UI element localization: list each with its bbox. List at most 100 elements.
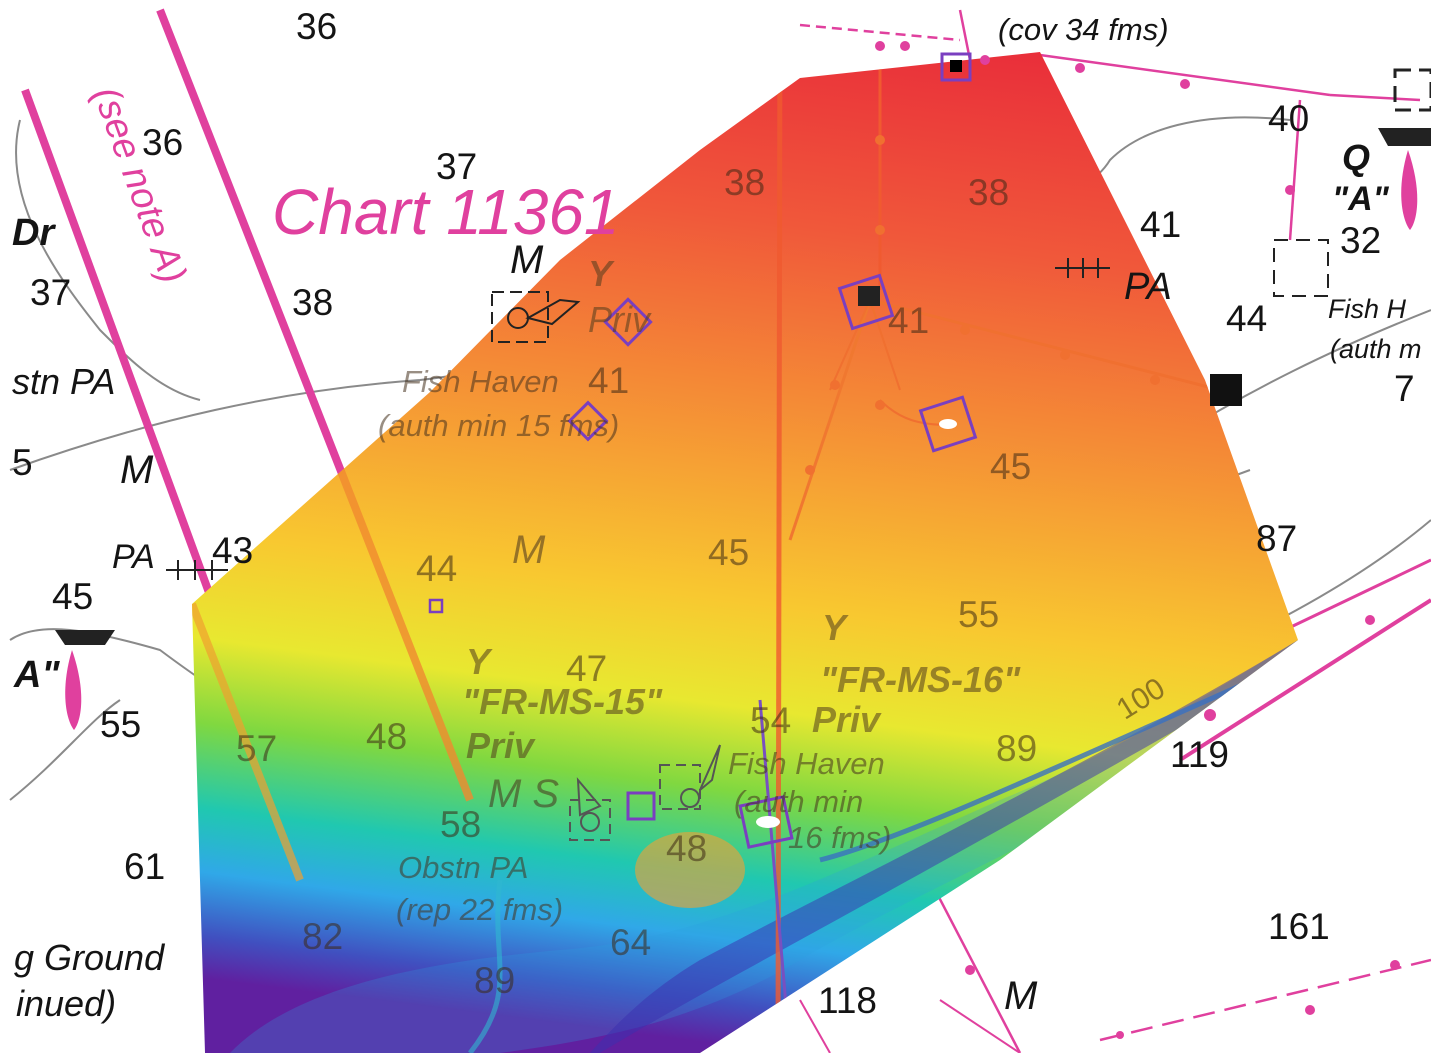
- wreck-symbol: [939, 419, 957, 429]
- cable-symbol: [166, 258, 1110, 580]
- fish-haven-symbol: [491, 291, 549, 343]
- fish-haven-symbol: [659, 764, 701, 810]
- sounding: 45: [52, 576, 94, 617]
- sounding: 37: [436, 146, 478, 187]
- bottom-mud-sand-label: M S: [488, 772, 560, 816]
- buoy-color-label: Y: [822, 607, 847, 648]
- sounding: 36: [142, 122, 184, 163]
- fishing-ground-continued: inued): [16, 983, 117, 1024]
- chart-title: Chart 11361: [272, 176, 620, 248]
- target-box: [603, 297, 653, 347]
- pa-label: PA: [1124, 266, 1172, 308]
- depth-contour: [9, 699, 121, 801]
- pipeline: [958, 9, 972, 61]
- sounding: 118: [818, 980, 877, 1021]
- pipeline: [1039, 53, 1331, 97]
- fish-haven-symbol: [1273, 239, 1329, 297]
- fish-haven-auth: 16 fms): [788, 820, 892, 855]
- sounding: 57: [236, 728, 278, 769]
- depth-contour: [15, 119, 201, 401]
- sounding: 47: [566, 648, 608, 689]
- fish-haven-symbol: [1393, 68, 1431, 112]
- bottom-mud-label: M: [1004, 974, 1038, 1018]
- buoy-priv-label: Priv: [588, 299, 650, 340]
- fish-haven-label: Fish Haven: [728, 746, 885, 781]
- bottom-mud-label: M: [512, 528, 546, 572]
- buoy-symbol: [1378, 128, 1431, 146]
- buoy-color-label: Y: [466, 641, 491, 682]
- pipeline: [1288, 99, 1302, 241]
- wreck-symbol: [1210, 374, 1242, 406]
- lane-boundary: [1178, 598, 1431, 762]
- sounding: 44: [1226, 298, 1268, 339]
- sounding: 48: [366, 716, 408, 757]
- fish-haven-symbol: [576, 777, 602, 817]
- pipeline: [799, 23, 961, 42]
- fish-haven-symbol: [580, 812, 600, 832]
- sounding: 55: [958, 594, 1000, 635]
- sounding: 32: [1340, 220, 1382, 261]
- fish-haven-symbol: [525, 298, 581, 326]
- sounding: 55: [100, 704, 142, 745]
- sounding: 43: [212, 530, 254, 571]
- pipeline: [1329, 93, 1421, 102]
- cover-note: (cov 34 fms): [998, 12, 1169, 47]
- sounding: 48: [666, 828, 708, 869]
- fish-haven-symbol: [569, 799, 611, 841]
- pipeline: [799, 999, 831, 1053]
- dr-label: Dr: [12, 212, 55, 254]
- fish-haven-auth: (auth min 15 fms): [378, 408, 620, 443]
- sounding: 41: [1140, 204, 1182, 245]
- wreck-symbol: [858, 286, 880, 306]
- fish-haven-label: Fish Haven: [402, 364, 559, 399]
- target-box: [626, 791, 656, 821]
- sounding: 64: [610, 922, 652, 963]
- obstruction-report: (rep 22 fms): [396, 892, 564, 927]
- sounding: 87: [1256, 518, 1298, 559]
- obstruction-label: Obstn PA: [398, 850, 529, 885]
- buoy-color-label: Y: [588, 253, 613, 294]
- target-box: [738, 795, 794, 849]
- sounding: 89: [996, 728, 1038, 769]
- sounding: 45: [708, 532, 750, 573]
- wreck-symbol: [756, 816, 780, 828]
- pipeline: [1099, 958, 1431, 1042]
- fishing-ground-label: g Ground: [14, 937, 165, 978]
- buoy-light: [65, 650, 82, 730]
- bottom-mud-label: M: [120, 448, 154, 492]
- sounding: 7: [1394, 368, 1415, 409]
- fish-haven-label: Fish H: [1328, 294, 1407, 324]
- fish-haven-symbol: [680, 788, 700, 808]
- target-box: [940, 52, 972, 82]
- sounding: 45: [990, 446, 1032, 487]
- buoy-light: [1401, 150, 1418, 230]
- sounding: 161: [1268, 906, 1330, 947]
- buoy-symbol: [55, 630, 115, 645]
- fish-haven-auth: (auth min: [734, 784, 864, 819]
- buoy-light-label: Q: [1342, 137, 1371, 178]
- sounding: 36: [296, 6, 338, 47]
- fish-haven-symbol: [699, 744, 721, 791]
- buoy-priv-label: Priv: [466, 725, 535, 766]
- sounding: 54: [750, 700, 792, 741]
- pipeline: [939, 999, 1021, 1053]
- lane-boundary: [21, 88, 234, 652]
- wreck-symbol: [950, 60, 962, 72]
- target-box: [918, 395, 978, 453]
- pa-label: PA: [112, 538, 155, 576]
- pipeline: [928, 879, 1022, 1053]
- sounding: 41: [588, 360, 630, 401]
- sounding: 82: [302, 916, 344, 957]
- sounding: 119: [1170, 734, 1229, 775]
- sounding: 37: [30, 272, 72, 313]
- obstruction-label: stn PA: [12, 361, 116, 402]
- pipeline-markers: [805, 135, 1160, 475]
- buoy-priv-label: Priv: [812, 699, 881, 740]
- bottom-mud-label: M: [510, 238, 544, 282]
- target-box: [567, 400, 609, 442]
- buoy-name-label: "FR-MS-16": [820, 659, 1021, 700]
- target-box: [837, 273, 895, 331]
- buoy-name-label: "FR-MS-15": [462, 681, 663, 722]
